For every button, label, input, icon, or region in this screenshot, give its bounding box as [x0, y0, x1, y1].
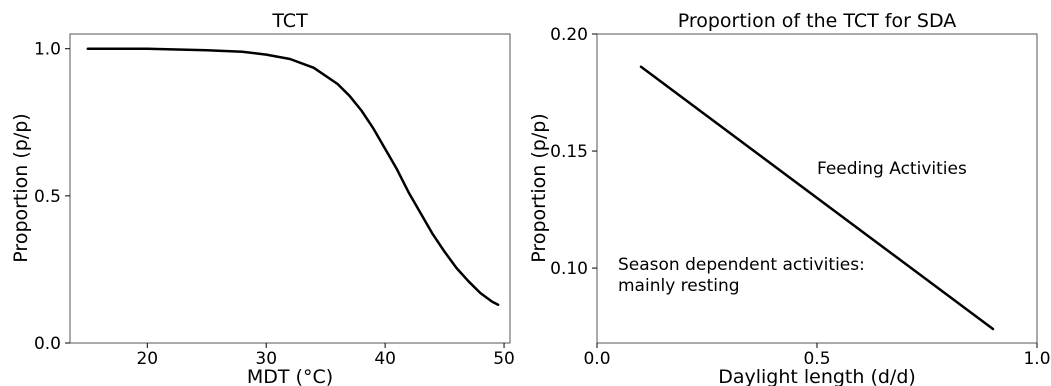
annotation-season-dependent: Season dependent activities: [618, 255, 865, 275]
left-x-axis-label: MDT (°C) [247, 366, 333, 386]
left-x-tick-label: 50 [493, 349, 515, 369]
left-x-tick-label: 40 [374, 349, 396, 369]
right-x-ticks: 0.0 0.5 1.0 [583, 343, 1051, 369]
left-chart-panel: TCT MDT (°C) Proportion (p/p) 20 30 40 50 0… [10, 10, 515, 386]
right-y-tick-label: 0.20 [550, 25, 588, 45]
annotation-feeding-activities: Feeding Activities [817, 159, 967, 179]
left-x-tick-label: 20 [136, 349, 158, 369]
left-series-line [86, 47, 500, 306]
right-series-line [639, 65, 995, 331]
left-series [86, 47, 500, 306]
left-y-axis-label: Proportion (p/p) [10, 113, 32, 262]
right-chart-title: Proportion of the TCT for SDA [678, 10, 957, 32]
right-plot-frame [596, 33, 1038, 344]
left-y-ticks: 0.0 0.5 1.0 [34, 40, 70, 354]
right-x-tick-label: 1.0 [1023, 349, 1050, 369]
right-x-tick-label: 0.0 [583, 349, 610, 369]
right-y-ticks: 0.10 0.15 0.20 [550, 25, 597, 279]
right-chart-panel: Proportion of the TCT for SDA Daylight l… [528, 10, 1051, 386]
left-chart-title: TCT [271, 10, 308, 32]
right-x-axis-label: Daylight length (d/d) [718, 366, 916, 386]
right-series [639, 65, 995, 331]
annotation-mainly-resting: mainly resting [618, 276, 740, 296]
right-y-tick-label: 0.10 [550, 259, 588, 279]
left-plot-frame [69, 33, 511, 344]
left-y-tick-label: 0.0 [34, 334, 61, 354]
left-x-ticks: 20 30 40 50 [136, 343, 515, 369]
right-y-axis-label: Proportion (p/p) [528, 113, 550, 262]
right-y-tick-label: 0.15 [550, 142, 588, 162]
left-x-tick-label: 30 [255, 349, 277, 369]
right-x-tick-label: 0.5 [803, 349, 830, 369]
left-y-tick-label: 0.5 [34, 187, 61, 207]
left-y-tick-label: 1.0 [34, 40, 61, 60]
